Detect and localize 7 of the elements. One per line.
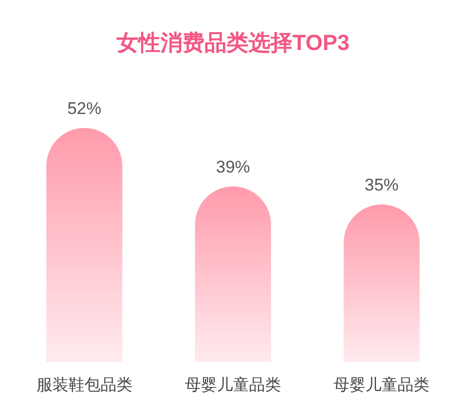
data-label: 39% <box>216 158 250 176</box>
x-tick-label: 服装鞋包品类 <box>36 376 132 394</box>
x-tick-label: 母婴儿童品类 <box>334 376 430 394</box>
data-label: 35% <box>364 176 399 194</box>
data-label: 52% <box>67 99 102 118</box>
chart-title: 女性消费品类选择TOP3 <box>115 30 350 55</box>
x-tick-label: 母婴儿童品类 <box>185 376 281 394</box>
